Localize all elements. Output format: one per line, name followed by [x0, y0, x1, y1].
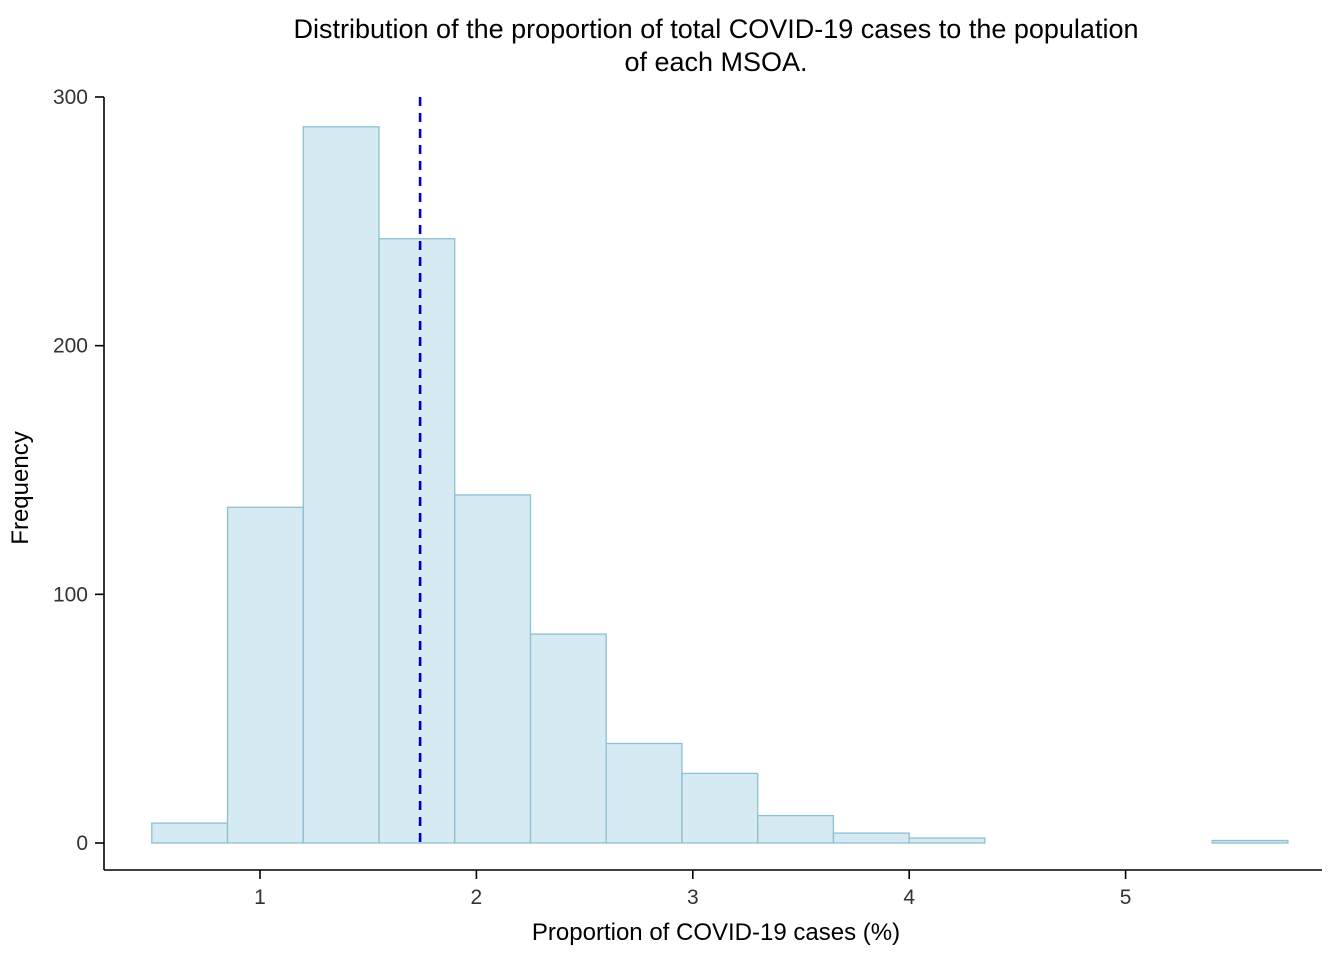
- x-tick-label: 4: [903, 886, 915, 909]
- x-tick-label: 1: [254, 886, 266, 909]
- histogram-bar: [454, 494, 532, 844]
- chart-title-line1: Distribution of the proportion of total …: [294, 14, 1139, 44]
- histogram-bar: [832, 832, 910, 844]
- axes-layer: 1 2 3 4 5 0 100 200 300: [53, 86, 1322, 909]
- histogram-bar: [605, 742, 683, 844]
- y-tick-label: 300: [53, 86, 88, 109]
- y-tick-label: 100: [53, 583, 88, 606]
- y-tick-label: 200: [53, 335, 88, 358]
- x-tick-label: 3: [687, 886, 699, 909]
- histogram-bar: [529, 633, 607, 844]
- histogram-bar: [908, 837, 986, 844]
- histogram-bar: [302, 126, 380, 844]
- x-tick-label: 5: [1120, 886, 1132, 909]
- x-axis-title: Proportion of COVID-19 cases (%): [532, 919, 900, 946]
- y-tick-label: 0: [76, 832, 88, 855]
- chart-title-line2: of each MSOA.: [624, 47, 807, 77]
- histogram-bar: [151, 822, 229, 844]
- histogram-bar: [681, 772, 759, 844]
- x-tick-label: 2: [471, 886, 483, 909]
- histogram-bar: [1211, 839, 1289, 844]
- bars-layer: [151, 126, 1289, 844]
- y-axis-title: Frequency: [7, 431, 34, 544]
- histogram-bar: [226, 506, 304, 844]
- histogram-bar: [378, 238, 456, 844]
- histogram-bar: [757, 814, 835, 844]
